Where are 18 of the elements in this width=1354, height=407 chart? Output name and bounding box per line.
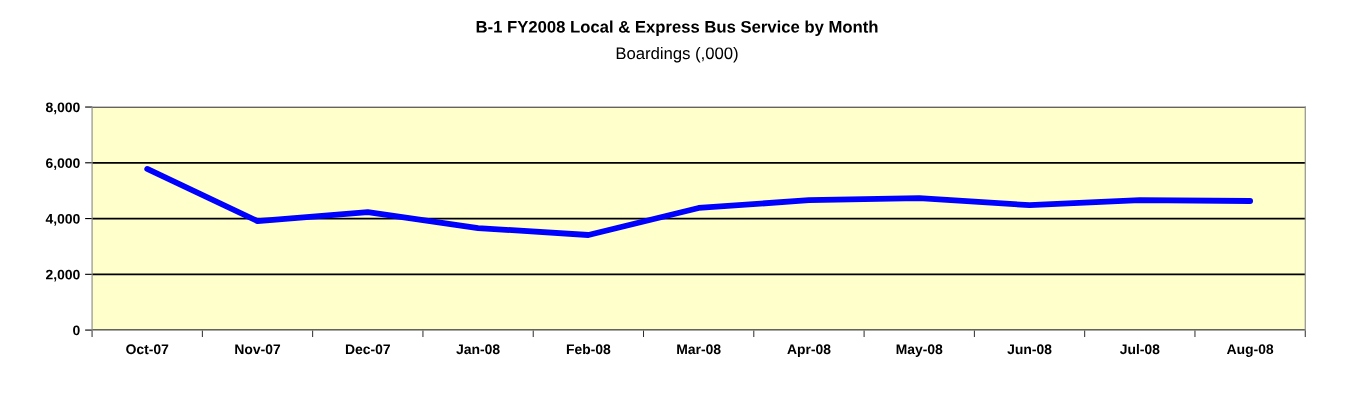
x-tick-label: Jul-08 bbox=[1119, 343, 1160, 355]
x-tick-label: Mar-08 bbox=[677, 344, 721, 355]
x-tick-label: Nov-07 bbox=[235, 344, 281, 355]
y-tick-label: 0 bbox=[73, 325, 80, 336]
y-tick-label: 4,000 bbox=[45, 213, 80, 226]
x-tick-label: Dec-07 bbox=[345, 344, 390, 355]
y-tick-label: 6,000 bbox=[46, 158, 80, 170]
chart-subtitle: Boardings (,000) bbox=[616, 46, 738, 63]
chart-title: B-1 FY2008 Local & Express Bus Service by Month bbox=[476, 20, 878, 37]
x-tick-label: Oct-07 bbox=[126, 344, 169, 355]
x-tick-label: May-08 bbox=[896, 344, 943, 357]
x-tick-label: Feb-08 bbox=[566, 343, 611, 355]
y-tick-label: 8,000 bbox=[45, 102, 80, 115]
y-tick-label: 2,000 bbox=[46, 269, 80, 282]
x-tick-label: Aug-08 bbox=[1226, 344, 1274, 357]
x-tick-label: Jan-08 bbox=[456, 344, 500, 355]
x-tick-label: Apr-08 bbox=[787, 344, 831, 357]
x-tick-label: Jun-08 bbox=[1007, 344, 1052, 355]
